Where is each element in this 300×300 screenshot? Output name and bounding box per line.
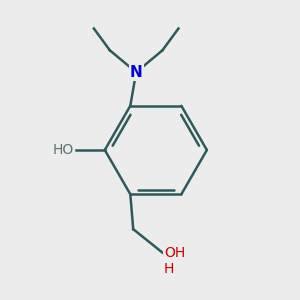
Text: OH: OH [164, 245, 185, 260]
Text: H: H [164, 262, 174, 276]
Text: HO: HO [53, 143, 74, 157]
Text: N: N [130, 65, 142, 80]
